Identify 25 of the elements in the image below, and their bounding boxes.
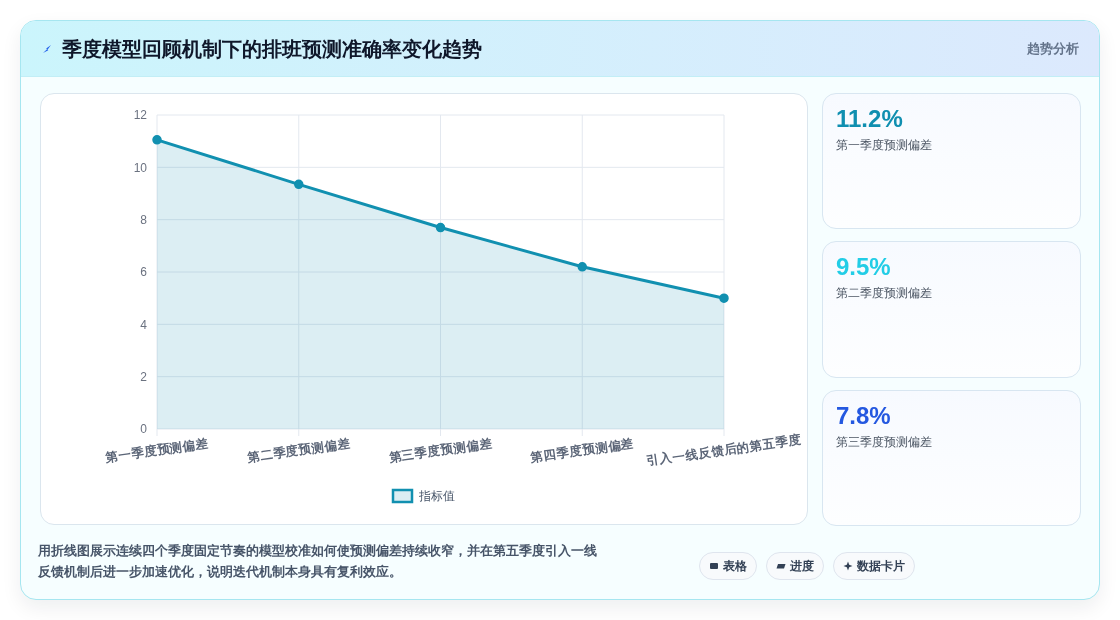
y-tick-label: 8	[140, 212, 148, 227]
x-tick-label: 第三季度预测偏差	[386, 435, 494, 465]
y-tick-label: 0	[140, 422, 148, 437]
y-tick-label: 12	[133, 108, 148, 123]
category-label: 第一季度预测偏差	[836, 137, 932, 153]
x-tick-label: 第四季度预测偏差	[528, 435, 635, 465]
y-tick-label: 6	[140, 265, 148, 280]
text: 用折线图展示连续四个季度固定节奏的模型校准如何使预测偏差持续收窄，并在第五季度引入一线反馈机制后进一步加速优化，说明迭代机制本身具有复利效应。	[38, 542, 598, 581]
text: 数据卡片	[857, 557, 905, 575]
y-tick-label: 10	[133, 160, 148, 175]
text: 7.8%	[836, 401, 891, 429]
x-tick-label: 第二季度预测偏差	[245, 435, 352, 465]
y-tick-label: 2	[140, 369, 148, 384]
legend: 指标值	[391, 488, 455, 504]
text: 趋势分析	[1027, 40, 1079, 58]
legend-label: 指标值	[418, 489, 455, 504]
category-label: 第二季度预测偏差	[836, 285, 932, 302]
x-tick-label: 第一季度预测偏差	[103, 435, 210, 465]
text: 进度	[790, 557, 814, 575]
text: 11.2%	[836, 105, 903, 132]
text: 9.5%	[836, 253, 891, 281]
y-tick-label: 4	[140, 317, 148, 332]
x-tick-label: 引入一线反馈后的第五季度	[645, 431, 803, 469]
text: 表格	[723, 557, 747, 575]
chart-title: 季度模型回顾机制下的排班预测准确率变化趋势	[62, 37, 482, 62]
